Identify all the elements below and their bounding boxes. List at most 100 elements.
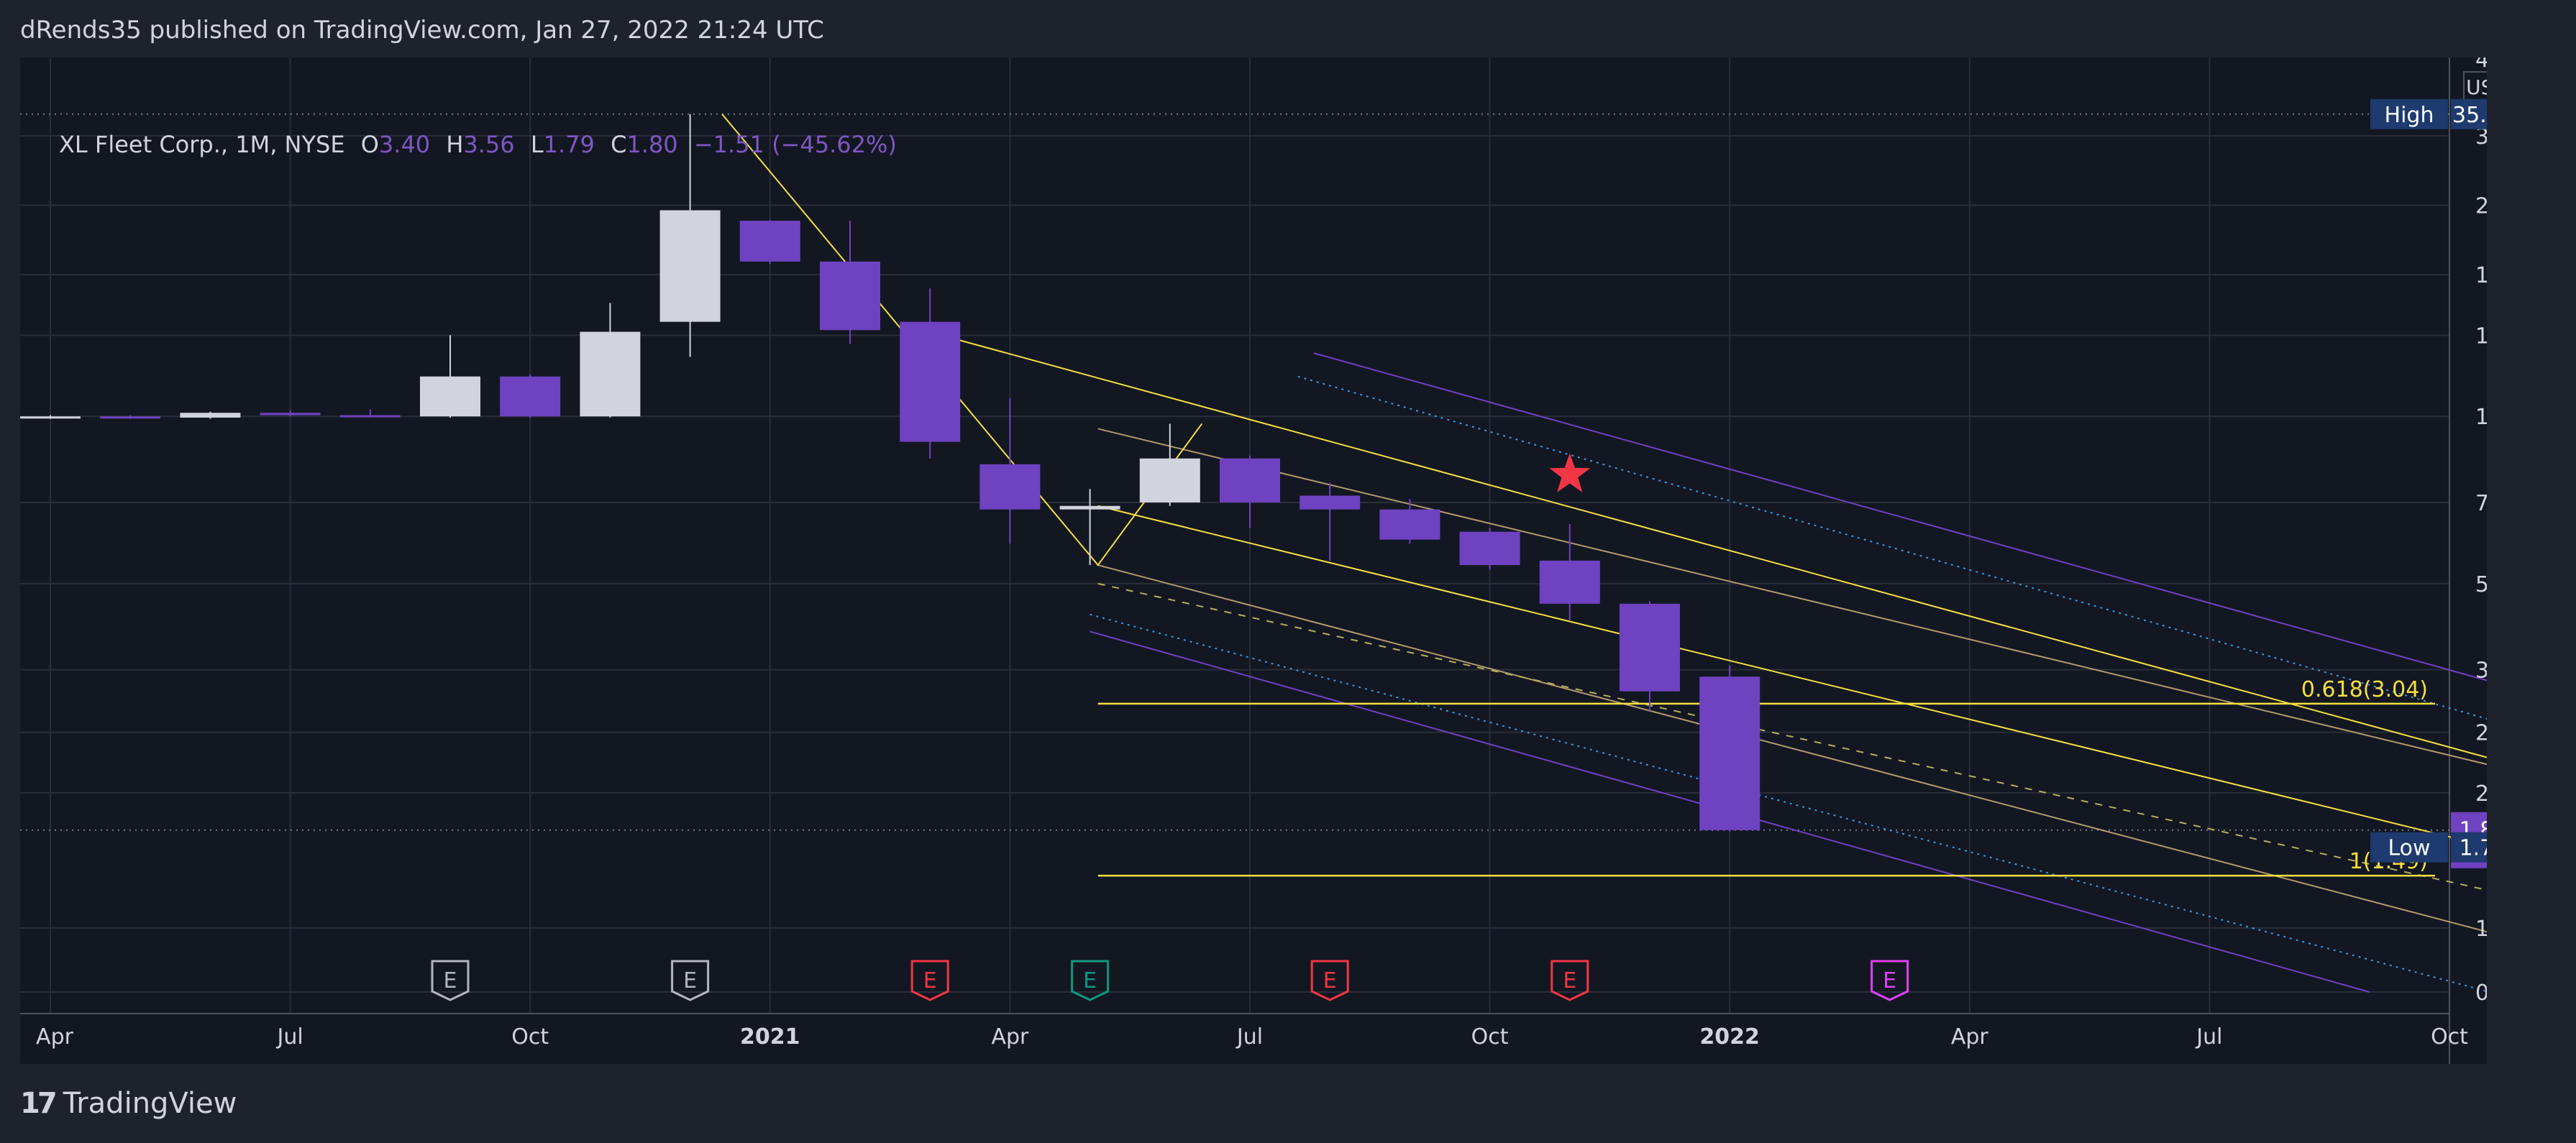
candle-body [420,376,480,417]
x-tick-label: Oct [2431,1024,2468,1050]
x-tick-label: 2022 [1699,1024,1760,1050]
channel-line [1297,375,2487,720]
currency-box [2463,71,2487,101]
earnings-marker-shape [1071,960,1110,1001]
earnings-marker-label: E [1083,968,1097,993]
price-chart[interactable]: 0.618(3.04)1(1.49)EEEEEEE44.0032.0024.00… [20,58,2487,1064]
y-tick-label: 14.00 [2475,323,2487,349]
y-tick-label: 10.00 [2475,405,2487,430]
candle-body [180,413,241,418]
x-tick-label: 2021 [740,1024,800,1050]
price-tag-value: 1.79 [2459,836,2487,861]
y-tick-label: 5.00 [2475,572,2487,597]
y-tick-label: 2.10 [2475,781,2487,807]
price-tag-value-box [2451,832,2487,863]
earnings-marker-icon[interactable]: E [1071,960,1110,1001]
y-tick-label: 3.50 [2475,658,2487,684]
candle-body [339,415,401,418]
candle-body [659,210,721,322]
candle-body [100,416,161,419]
candle-body [20,416,81,419]
candle-body [500,376,561,417]
earnings-marker-shape [431,960,470,1001]
legend-close-value: 1.80 [626,131,678,158]
legend-open-key: O [360,131,379,158]
earnings-marker-shape [1550,960,1589,1001]
candle-body [1059,505,1120,510]
y-tick-label: 7.00 [2475,491,2487,516]
currency-label: USD [2466,75,2487,99]
legend-high-value: 3.56 [463,131,515,158]
earnings-marker-icon[interactable]: E [1871,960,1909,1001]
publisher-line: dRends35 published on TradingView.com, J… [20,16,824,45]
earnings-marker-icon[interactable]: E [431,960,470,1001]
candle-body [1459,531,1520,566]
candle-body [1620,603,1680,692]
legend-open-value: 3.40 [378,131,431,158]
candle-body [260,413,321,416]
tradingview-logo-icon: 17 [20,1087,58,1120]
x-tick-label: Jul [1236,1024,1263,1050]
legend-close-key: C [611,131,627,158]
chart-frame[interactable]: 0.618(3.04)1(1.49)EEEEEEE44.0032.0024.00… [20,58,2487,1064]
price-tag-value-box [2451,98,2487,129]
price-tag-name-box [2370,832,2448,863]
earnings-marker-icon[interactable]: E [671,960,710,1001]
earnings-marker-label: E [1883,968,1896,993]
channel-line [1090,613,2487,993]
candle-body [979,464,1041,510]
candle-body [1539,560,1600,604]
legend-high-key: H [446,131,464,158]
earnings-marker-icon[interactable]: E [1310,960,1349,1001]
tradingview-logo[interactable]: 17 TradingView [20,1087,237,1120]
channel-line [1097,505,2487,847]
channel-line [1097,582,2487,891]
zigzag-line [721,114,1203,566]
x-tick-label: Apr [1951,1024,1989,1050]
earnings-marker-label: E [444,968,457,993]
earnings-marker-icon[interactable]: E [910,960,949,1001]
symbol-title: XL Fleet Corp., 1M, NYSE [59,131,345,158]
legend-low-key: L [530,131,544,158]
y-tick-label: 18.00 [2475,263,2487,288]
legend-change: −1.51 (−45.62%) [693,131,897,158]
earnings-marker-label: E [683,968,697,993]
y-tick-label: 32.00 [2475,124,2487,150]
earnings-marker-label: E [1563,968,1576,993]
channel-line [954,338,2487,758]
earnings-marker-shape [1871,960,1909,1001]
candle-body [580,331,641,417]
candle-body [820,261,880,331]
y-tick-label: 1.20 [2475,917,2487,942]
candle-body [1139,458,1200,502]
earnings-marker-icon[interactable]: E [1550,960,1589,1001]
fib-level-label: 0.618(3.04) [2301,677,2428,702]
x-tick-label: Oct [1471,1024,1509,1050]
x-tick-label: Apr [36,1024,74,1050]
channel-line [1097,564,2487,933]
candle-body [1379,509,1440,540]
candle-body [739,221,800,262]
y-tick-label: 2.70 [2475,721,2487,746]
earnings-marker-shape [671,960,710,1001]
y-tick-label: 0.92 [2475,981,2487,1006]
star-icon [1549,453,1591,492]
legend-low-value: 1.79 [543,131,595,158]
price-tag-name-box [2370,98,2448,129]
x-tick-label: Apr [991,1024,1029,1050]
earnings-marker-label: E [1323,968,1337,993]
price-tag-name: Low [2388,836,2430,861]
symbol-legend[interactable]: XL Fleet Corp., 1M, NYSE O3.40 H3.56 L1.… [59,131,897,158]
earnings-marker-shape [910,960,949,1001]
x-tick-label: Oct [511,1024,549,1050]
channel-line [1097,428,2487,766]
candle-body [1300,495,1361,510]
price-tag-name: High [2385,103,2434,128]
earnings-marker-label: E [923,968,937,993]
candle-body [1220,458,1280,502]
earnings-marker-shape [1310,960,1349,1001]
channel-line [1313,352,2487,681]
x-tick-label: Jul [2195,1024,2222,1050]
y-tick-label: 24.00 [2475,193,2487,219]
candle-body [1699,676,1760,830]
